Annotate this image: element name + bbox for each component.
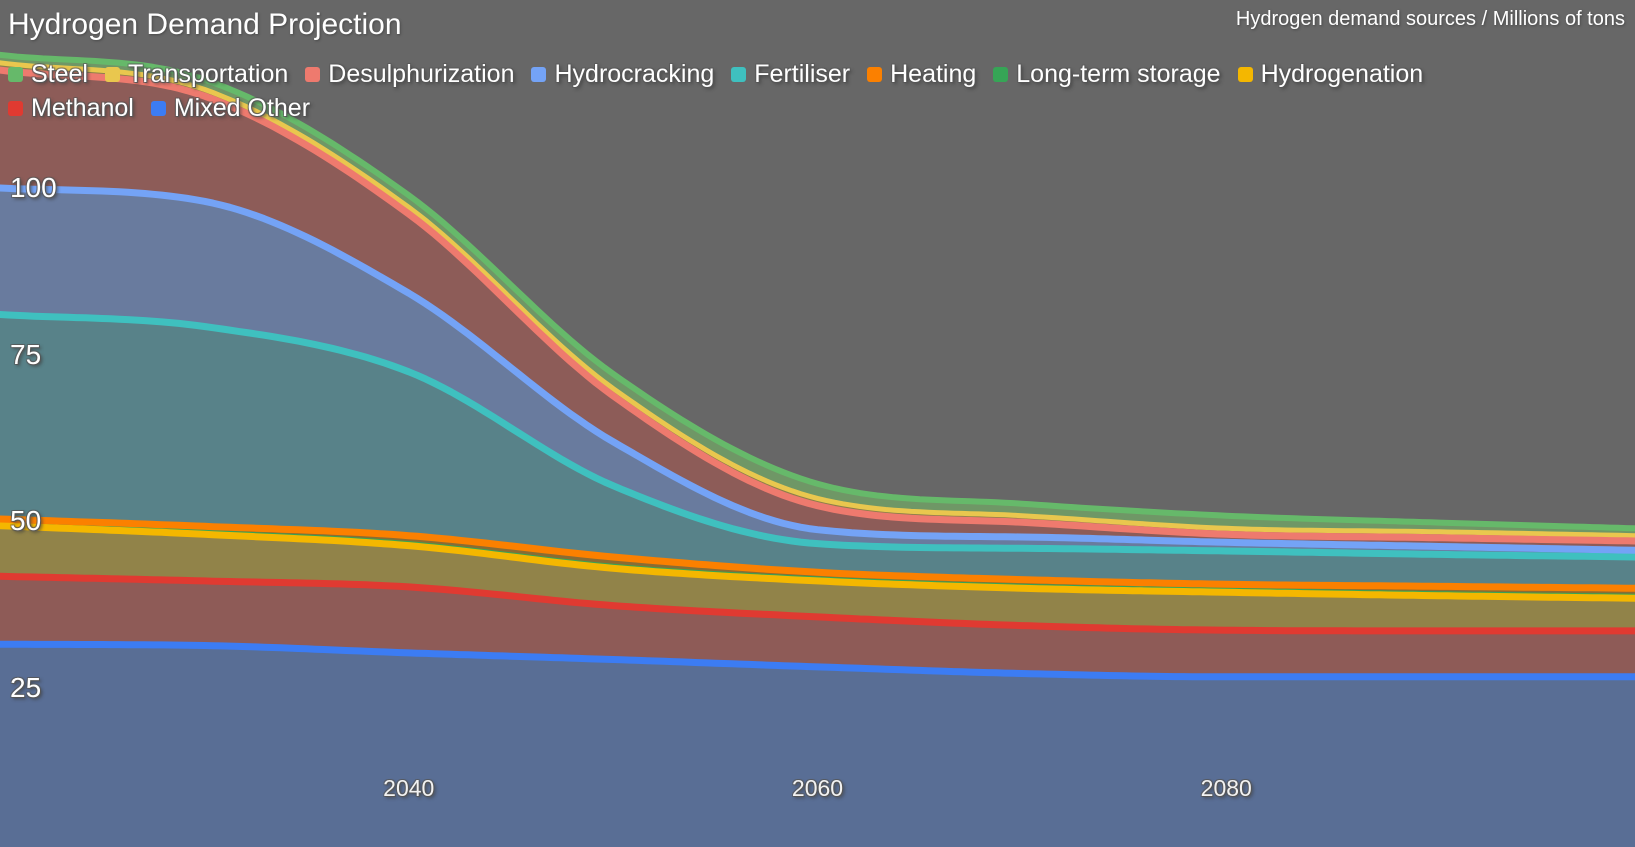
legend-swatch-icon: [993, 67, 1009, 82]
y-axis-label-25: 25: [10, 671, 42, 703]
legend-swatch-icon: [8, 101, 23, 116]
area-hydrocracking: [0, 188, 1635, 557]
x-axis-label-2080: 2080: [1200, 775, 1252, 801]
chart-title: Hydrogen Demand Projection: [8, 8, 402, 41]
legend-item-heating[interactable]: Heating: [867, 60, 976, 89]
x-axis-label-2060: 2060: [791, 775, 844, 801]
legend-swatch-icon: [150, 101, 166, 116]
y-axis-label-50: 50: [10, 505, 42, 536]
legend-item-long-term-storage[interactable]: Long-term storage: [993, 60, 1221, 89]
legend-item-hydrogenation[interactable]: Hydrogenation: [1237, 60, 1424, 89]
series-line-heating: [0, 515, 1635, 592]
series-line-methanol: [0, 572, 1635, 635]
legend-swatch-icon: [8, 67, 23, 82]
legend-item-transportation[interactable]: Transportation: [104, 60, 289, 89]
legend-item-hydrocracking[interactable]: Hydrocracking: [531, 60, 714, 89]
legend-item-fertiliser[interactable]: Fertiliser: [731, 60, 850, 89]
legend-label: Hydrocracking: [554, 60, 715, 88]
legend-item-desulphurization[interactable]: Desulphurization: [305, 60, 514, 89]
legend-label: Mixed Other: [173, 94, 311, 122]
legend-item-mixed-other[interactable]: Mixed Other: [150, 94, 311, 123]
legend-item-steel[interactable]: Steel: [8, 60, 88, 89]
legend-label: Desulphurization: [328, 60, 515, 88]
area-hydrogenation: [0, 525, 1635, 631]
legend-label: Steel: [31, 60, 88, 88]
legend-swatch-icon: [867, 67, 883, 82]
legend-row: Steel Transportation Desulphurization Hydro…: [8, 60, 1608, 89]
series-line-hydrogenation: [0, 522, 1635, 602]
legend-label: Transportation: [127, 60, 289, 88]
y-axis-label-75: 75: [10, 338, 42, 370]
series-line-transportation: [0, 60, 1635, 539]
series-line-fertiliser: [0, 311, 1635, 561]
legend-label: Long-term storage: [1016, 60, 1221, 88]
legend-label: Heating: [890, 60, 977, 88]
legend-swatch-icon: [1237, 67, 1253, 82]
legend: Steel Transportation Desulphurization Hydro…: [8, 60, 1608, 128]
legend-swatch-icon: [731, 67, 747, 82]
x-axis-label-2040: 2040: [383, 775, 435, 801]
legend-label: Methanol: [31, 94, 134, 122]
area-mixed-other: [0, 644, 1635, 847]
chart-subtitle: Hydrogen demand sources / Millions of to…: [1235, 8, 1625, 30]
legend-swatch-icon: [531, 67, 547, 82]
legend-item-methanol[interactable]: Methanol: [8, 94, 134, 123]
legend-label: Hydrogenation: [1260, 60, 1424, 88]
legend-swatch-icon: [104, 67, 120, 82]
series-line-mixed-other: [0, 640, 1635, 681]
area-fertiliser: [0, 314, 1635, 589]
legend-label: Fertiliser: [754, 60, 851, 88]
series-line-hydrocracking: [0, 184, 1635, 554]
series-line-steel: [0, 51, 1635, 532]
legend-row: Methanol Mixed Other: [8, 94, 1608, 123]
y-axis-label-100: 100: [10, 172, 57, 203]
legend-swatch-icon: [305, 67, 321, 82]
area-desulphurization: [0, 70, 1635, 551]
series-line-desulphurization: [0, 66, 1635, 545]
